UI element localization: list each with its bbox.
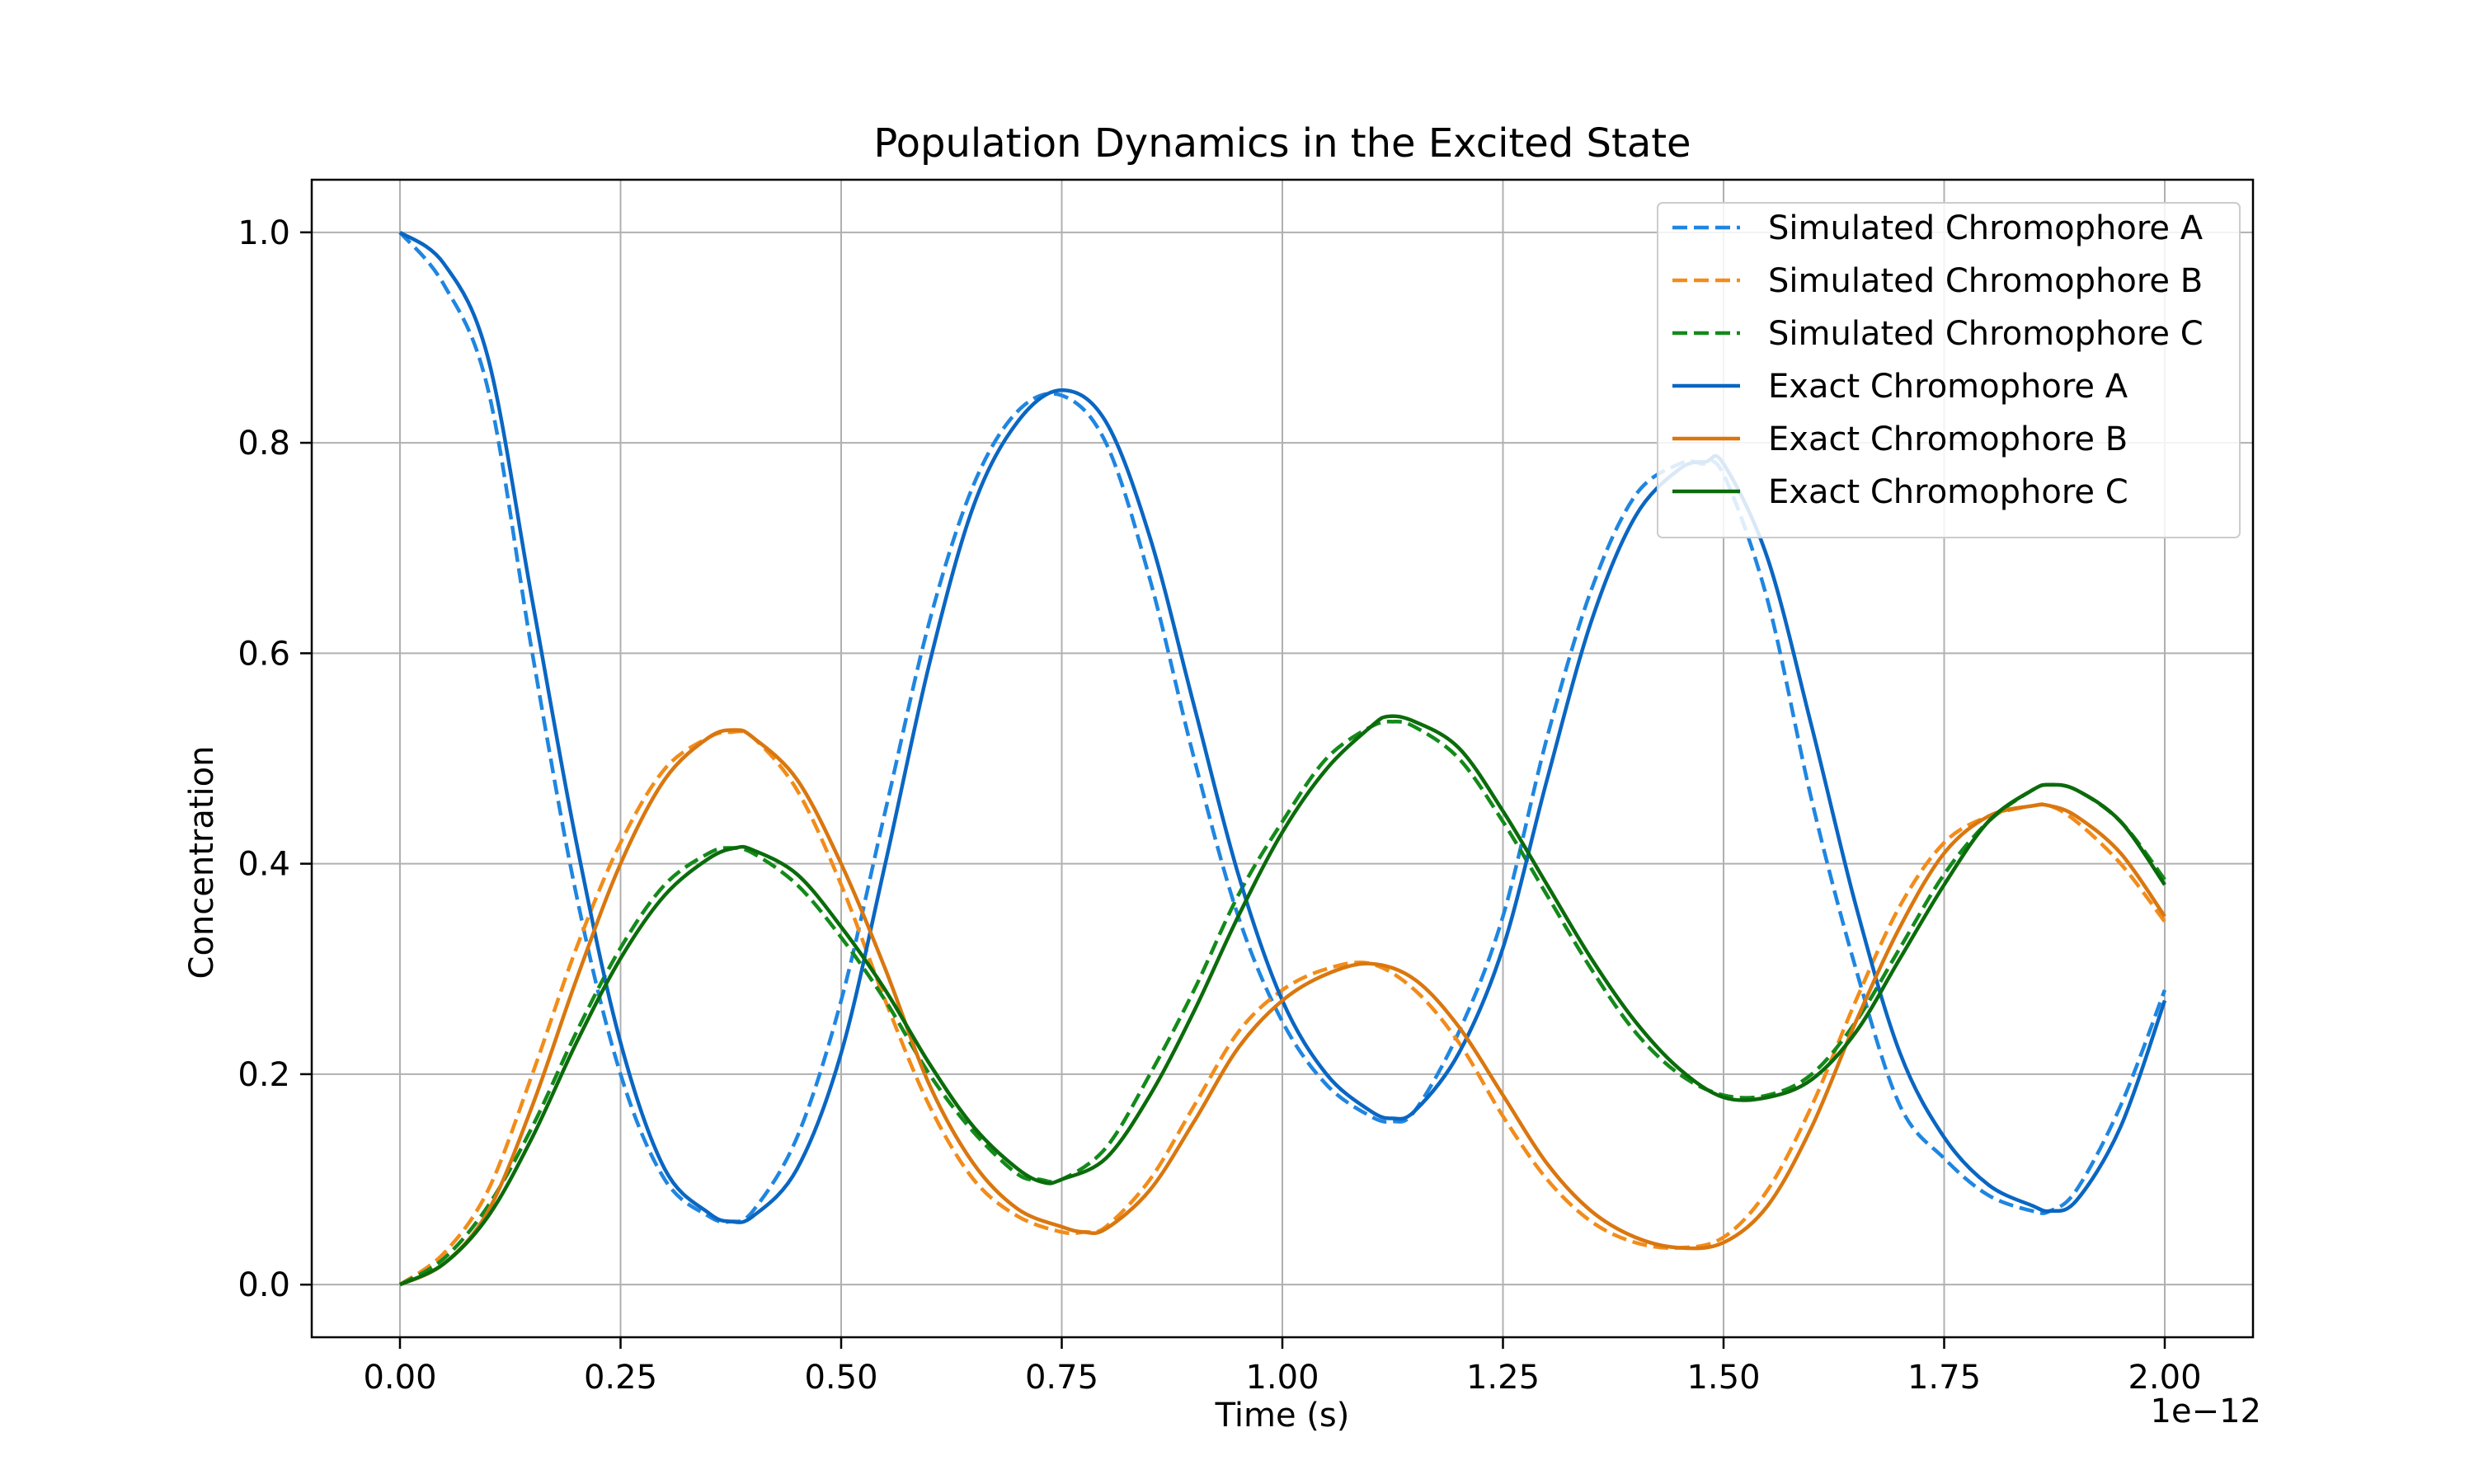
y-tick-label: 0.4: [238, 846, 290, 884]
x-tick-label: 1.50: [1686, 1359, 1760, 1397]
y-axis: 0.0 0.2 0.4 0.6 0.8 1.0: [238, 214, 312, 1304]
x-tick-label: 2.00: [2128, 1359, 2201, 1397]
legend-box: [1657, 202, 2241, 538]
x-axis: 0.00 0.25 0.50 0.75 1.00 1.25 1.50 1.75 2.00: [363, 1337, 2202, 1397]
series-line-exact-chromophore-a: [398, 230, 2167, 1224]
series-line-simulated-chromophore-a: [398, 231, 2167, 1224]
x-tick-label: 0.25: [584, 1359, 657, 1397]
legend-label: Exact Chromophore C: [1768, 473, 2128, 511]
y-tick-label: 0.6: [238, 635, 290, 673]
chart-title: Population Dynamics in the Excited State: [873, 120, 1691, 167]
x-tick-label: 0.50: [804, 1359, 877, 1397]
legend: Simulated Chromophore A Simulated Chromop…: [1657, 202, 2241, 538]
y-tick-label: 0.8: [238, 425, 290, 463]
series-line-simulated-chromophore-c: [398, 720, 2166, 1287]
x-tick-label: 1.25: [1466, 1359, 1540, 1397]
series-line-exact-chromophore-b: [399, 728, 2166, 1287]
series-line-exact-chromophore-c: [399, 714, 2166, 1287]
y-tick-label: 1.0: [238, 214, 290, 252]
x-tick-label: 1.75: [1907, 1359, 1981, 1397]
series-layer: [398, 230, 2167, 1287]
y-axis-label: Concentration: [183, 746, 221, 979]
legend-label: Simulated Chromophore B: [1768, 262, 2203, 300]
x-axis-label: Time (s): [1215, 1397, 1350, 1435]
legend-label: Exact Chromophore B: [1768, 420, 2128, 458]
legend-label: Exact Chromophore A: [1768, 368, 2128, 406]
x-tick-label: 0.75: [1025, 1359, 1098, 1397]
series-line-simulated-chromophore-b: [398, 729, 2166, 1287]
x-axis-offset-label: 1e−12: [2151, 1392, 2261, 1430]
legend-label: Simulated Chromophore C: [1768, 315, 2204, 353]
y-tick-label: 0.0: [238, 1266, 290, 1304]
x-tick-label: 0.00: [363, 1359, 436, 1397]
x-tick-label: 1.00: [1245, 1359, 1319, 1397]
y-tick-label: 0.2: [238, 1056, 290, 1094]
legend-label: Simulated Chromophore A: [1768, 209, 2204, 247]
